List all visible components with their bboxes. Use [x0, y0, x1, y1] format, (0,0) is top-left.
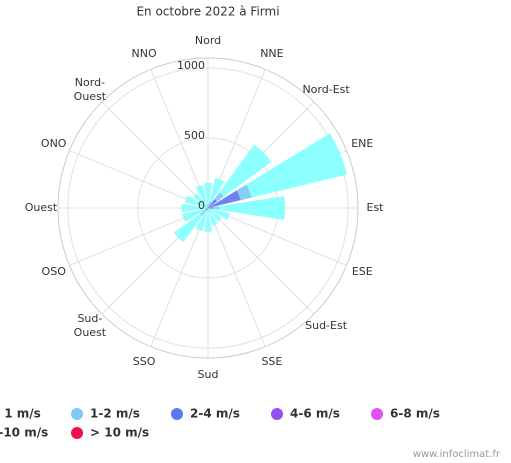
spoke: [101, 101, 209, 209]
legend-marker: [71, 427, 83, 439]
wind-bar: [173, 213, 203, 243]
direction-label: Sud-Est: [305, 319, 348, 333]
legend-label: 2-4 m/s: [190, 407, 240, 421]
wind-bar: [206, 207, 208, 208]
wind-bar: [208, 207, 214, 209]
spoke: [207, 207, 315, 315]
direction-label: OSO: [41, 264, 66, 278]
direction-label: Nord: [194, 34, 222, 47]
legend-marker: [71, 408, 83, 420]
direction-label: Nord-Ouest: [73, 75, 107, 103]
direction-label: ENE: [351, 137, 374, 151]
wind-bar: [205, 208, 208, 210]
legend-label: 8-10 m/s: [0, 426, 48, 440]
wind-bar: [204, 182, 212, 204]
wind-bar: [193, 193, 208, 208]
wind-bar: [236, 184, 252, 201]
wind-bar: [208, 190, 241, 208]
spoke: [207, 207, 266, 347]
wind-bar: [206, 205, 208, 208]
wind-bar: [219, 144, 272, 197]
wind-bar: [209, 178, 225, 203]
wind-bar: [210, 208, 230, 220]
credit: www.infoclimat.fr: [413, 449, 501, 460]
wind-bar: [195, 210, 208, 232]
wind-bar: [208, 209, 218, 226]
spoke: [150, 69, 209, 209]
direction-label: Est: [366, 201, 384, 214]
wind-bar: [246, 133, 348, 198]
wind-bar: [208, 208, 209, 210]
wind-bar: [195, 184, 208, 206]
legend-label: 6-8 m/s: [390, 407, 440, 421]
wind-bar: [207, 208, 209, 211]
legend-marker: [171, 408, 183, 420]
direction-label: ONO: [40, 137, 67, 151]
wind-bar: [213, 206, 220, 210]
wind-bar: [205, 207, 208, 209]
chart-title: En octobre 2022 à Firmi: [136, 5, 279, 19]
wind-bar: [205, 208, 208, 211]
legend-label: > 10 m/s: [90, 426, 149, 440]
wind-bar: [200, 209, 207, 216]
wind-bar: [182, 208, 206, 222]
legend-label: < 1 m/s: [0, 407, 41, 421]
wind-bar: [206, 208, 208, 211]
y-tick-label: 0: [198, 199, 205, 212]
direction-label: NNE: [260, 46, 284, 60]
wind-bar: [208, 208, 210, 210]
spoke: [207, 207, 347, 266]
wind-bar: [204, 210, 212, 232]
legend-label: 4-6 m/s: [290, 407, 340, 421]
direction-label: ESE: [351, 264, 373, 278]
legend-marker: [371, 408, 383, 420]
direction-label: SSE: [261, 355, 283, 369]
direction-label: Sud: [197, 368, 219, 381]
wind-bar: [208, 201, 212, 207]
wind-bar: [208, 206, 209, 208]
wind-bar: [208, 208, 211, 210]
legend-marker: [271, 408, 283, 420]
y-tick-label: 500: [184, 129, 205, 142]
wind-bar: [214, 192, 224, 202]
direction-label: Ouest: [24, 201, 58, 214]
wind-bar: [208, 208, 222, 222]
wind-bar: [184, 195, 207, 208]
wind-bar: [206, 206, 208, 208]
direction-label: NNO: [131, 46, 157, 60]
wind-bar: [219, 195, 286, 221]
legend-label: 1-2 m/s: [90, 407, 140, 421]
spoke: [69, 150, 209, 209]
wind-bar: [181, 203, 206, 213]
direction-label: Sud-Ouest: [73, 312, 107, 340]
direction-label: SSO: [132, 355, 156, 369]
wind-bar: [207, 203, 209, 208]
y-tick-label: 1000: [177, 59, 205, 72]
spoke: [150, 207, 209, 347]
direction-label: Nord-Est: [302, 82, 350, 96]
wind-bar: [208, 198, 218, 208]
